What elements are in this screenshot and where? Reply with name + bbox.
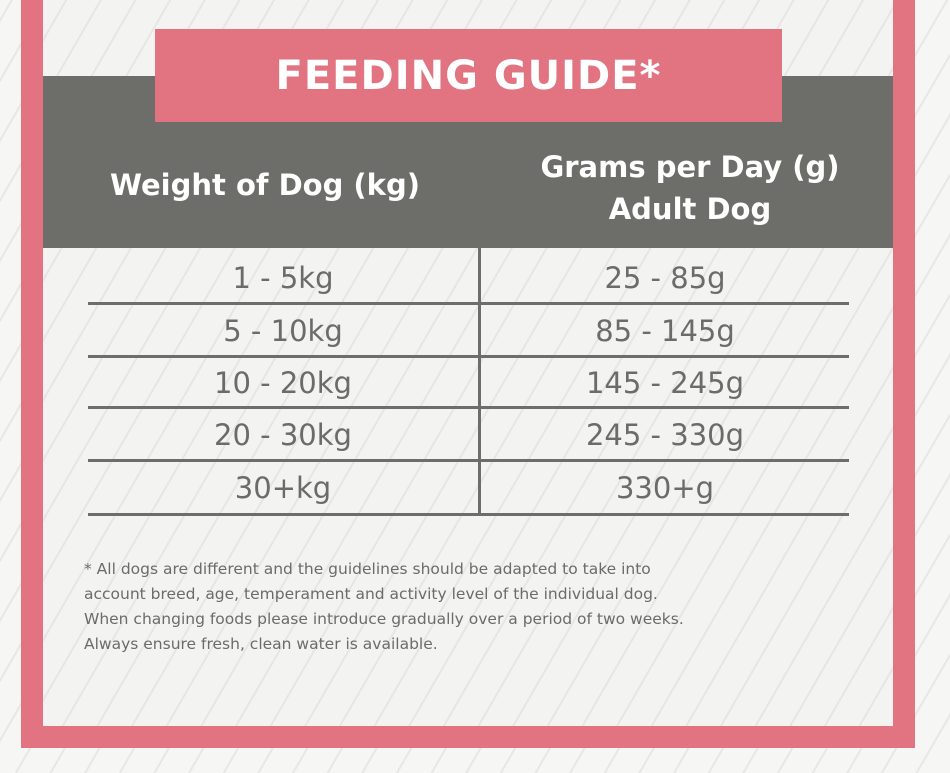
cell-grams-row-1: 25 - 85g [604, 261, 726, 295]
cell-weight-row-2: 5 - 10kg [223, 314, 343, 348]
header-grams-line2: Adult Dog [608, 192, 772, 226]
row-divider [88, 513, 849, 516]
cell-weight-row-1: 1 - 5kg [232, 261, 334, 295]
row-divider [88, 302, 849, 305]
cell-grams-row-2: 85 - 145g [595, 314, 735, 348]
row-divider [88, 406, 849, 409]
title-banner: FEEDING GUIDE* [155, 29, 782, 122]
cell-weight-row-5: 30+kg [234, 471, 332, 505]
footnote-line-4: Always ensure fresh, clean water is avai… [84, 635, 438, 653]
cell-weight-row-4: 20 - 30kg [214, 418, 352, 452]
header-weight: Weight of Dog (kg) [110, 168, 420, 202]
footnote-line-2: account breed, age, temperament and acti… [84, 585, 658, 603]
footnote: * All dogs are different and the guideli… [84, 557, 864, 657]
header-grams: Grams per Day (g) Adult Dog [490, 146, 890, 230]
footnote-line-3: When changing foods please introduce gra… [84, 610, 684, 628]
header-grams-line1: Grams per Day (g) [540, 150, 840, 184]
cell-grams-row-4: 245 - 330g [585, 418, 744, 452]
cell-weight-row-3: 10 - 20kg [214, 366, 352, 400]
row-divider [88, 459, 849, 462]
row-divider [88, 355, 849, 358]
cell-grams-row-3: 145 - 245g [585, 366, 744, 400]
footnote-line-1: * All dogs are different and the guideli… [84, 560, 651, 578]
cell-grams-row-5: 330+g [615, 471, 715, 505]
column-divider [478, 248, 481, 516]
page-title: FEEDING GUIDE* [275, 52, 662, 99]
